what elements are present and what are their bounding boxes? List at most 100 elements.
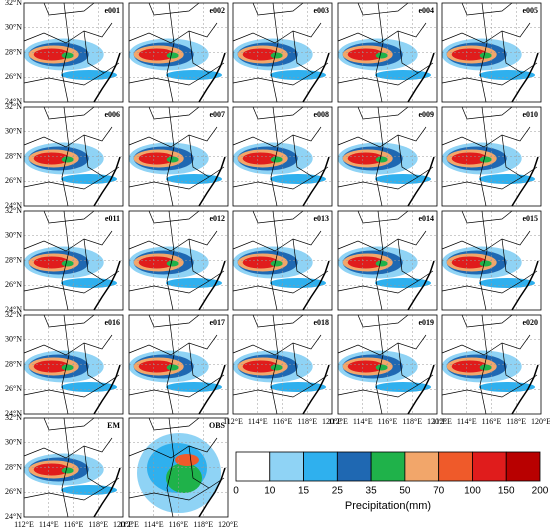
panel-label: e017: [209, 318, 225, 327]
lat-tick-label: 24°N: [5, 201, 22, 210]
precip-area: [375, 156, 388, 163]
map-panel: e020: [441, 314, 542, 415]
lat-tick-label: 28°N: [5, 255, 22, 264]
precip-area: [166, 463, 202, 493]
panel-label: OBS: [209, 421, 226, 430]
panel-frame: [441, 2, 542, 103]
precip-area: [175, 454, 199, 466]
precip-area: [61, 260, 74, 267]
map-panel: e003: [232, 2, 333, 103]
precip-area: [451, 360, 488, 373]
panel-label: e009: [418, 110, 434, 119]
map-panel: EM: [23, 417, 124, 518]
colorbar-box: [505, 451, 541, 482]
lat-tick-label: 26°N: [5, 72, 22, 81]
precip-area: [451, 256, 488, 269]
province-border: [128, 417, 225, 518]
colorbar-box: [269, 451, 304, 482]
lat-tick-label: 32°N: [5, 413, 22, 422]
precip-area: [33, 256, 70, 269]
colorbar-box: [303, 451, 338, 482]
province-border: [441, 106, 538, 207]
precip-area: [479, 156, 492, 163]
panel-frame: [128, 417, 229, 518]
map-panel: e019: [337, 314, 438, 415]
precip-area: [138, 152, 175, 165]
precip-area: [347, 360, 384, 373]
province-border: [441, 2, 538, 103]
panel-frame: [441, 314, 542, 415]
panel-frame: [337, 106, 438, 207]
lat-tick-label: 28°N: [5, 462, 22, 471]
precip-area: [270, 52, 283, 59]
colorbar-tick-label: 70: [433, 486, 445, 497]
precip-area: [138, 360, 175, 373]
lat-tick-label: 24°N: [5, 512, 22, 521]
province-border: [337, 106, 434, 207]
precip-area: [33, 48, 70, 61]
map-panel: e016: [23, 314, 124, 415]
panel-frame: [441, 106, 542, 207]
precip-area: [242, 256, 279, 269]
lon-tick-label: 118°E: [402, 417, 422, 426]
panel-frame: [337, 210, 438, 311]
colorbar-title: Precipitation(mm): [345, 500, 431, 512]
panel-label: EM: [107, 421, 120, 430]
precip-area: [270, 364, 283, 371]
coastline: [198, 156, 226, 207]
precip-area: [166, 156, 179, 163]
precip-area: [479, 364, 492, 371]
province-border: [441, 210, 538, 311]
colorbar-tick-label: 150: [498, 486, 515, 497]
coastline: [93, 260, 121, 311]
panel-frame: [128, 2, 229, 103]
panel-frame: [23, 2, 124, 103]
map-panel: e002: [128, 2, 229, 103]
coastline: [198, 52, 226, 103]
panel-frame: [128, 314, 229, 415]
lon-tick-label: 116°E: [64, 520, 84, 529]
lon-tick-label: 114°E: [39, 520, 59, 529]
map-panel: e017: [128, 314, 229, 415]
lat-tick-label: 28°N: [5, 47, 22, 56]
province-border: [128, 314, 225, 415]
lat-tick-label: 26°N: [5, 487, 22, 496]
lon-tick-label: 118°E: [193, 520, 213, 529]
lon-tick-label: 114°E: [144, 520, 164, 529]
coastline: [302, 260, 330, 311]
lat-tick-label: 32°N: [5, 310, 22, 319]
panel-label: e013: [313, 214, 329, 223]
colorbar-tick-label: 0: [233, 486, 239, 497]
coastline: [302, 52, 330, 103]
colorbar-box: [370, 451, 406, 482]
lon-tick-label: 116°E: [273, 417, 293, 426]
map-panel: e009: [337, 106, 438, 207]
province-border: [23, 106, 120, 207]
colorbar-box: [404, 451, 440, 482]
lat-tick-label: 30°N: [5, 127, 22, 136]
map-panel: e011: [23, 210, 124, 311]
panel-frame: [23, 314, 124, 415]
province-border: [23, 210, 120, 311]
precip-area: [347, 48, 384, 61]
colorbar-tick-label: 15: [298, 486, 310, 497]
map-panel: e014: [337, 210, 438, 311]
coastline: [198, 467, 226, 518]
panel-label: e020: [522, 318, 538, 327]
coastline: [93, 156, 121, 207]
coastline: [93, 52, 121, 103]
precip-area: [242, 360, 279, 373]
panel-label: e004: [418, 6, 434, 15]
province-border: [232, 106, 329, 207]
lon-tick-label: 112°E: [328, 417, 348, 426]
lon-tick-label: 112°E: [432, 417, 452, 426]
precip-area: [479, 52, 492, 59]
coastline: [511, 260, 539, 311]
precip-area: [61, 467, 74, 474]
map-panel: e008: [232, 106, 333, 207]
lat-tick-label: 30°N: [5, 231, 22, 240]
coastline: [93, 364, 121, 415]
lat-tick-label: 28°N: [5, 151, 22, 160]
precip-area: [33, 463, 70, 476]
colorbar-tick-label: 10: [264, 486, 276, 497]
